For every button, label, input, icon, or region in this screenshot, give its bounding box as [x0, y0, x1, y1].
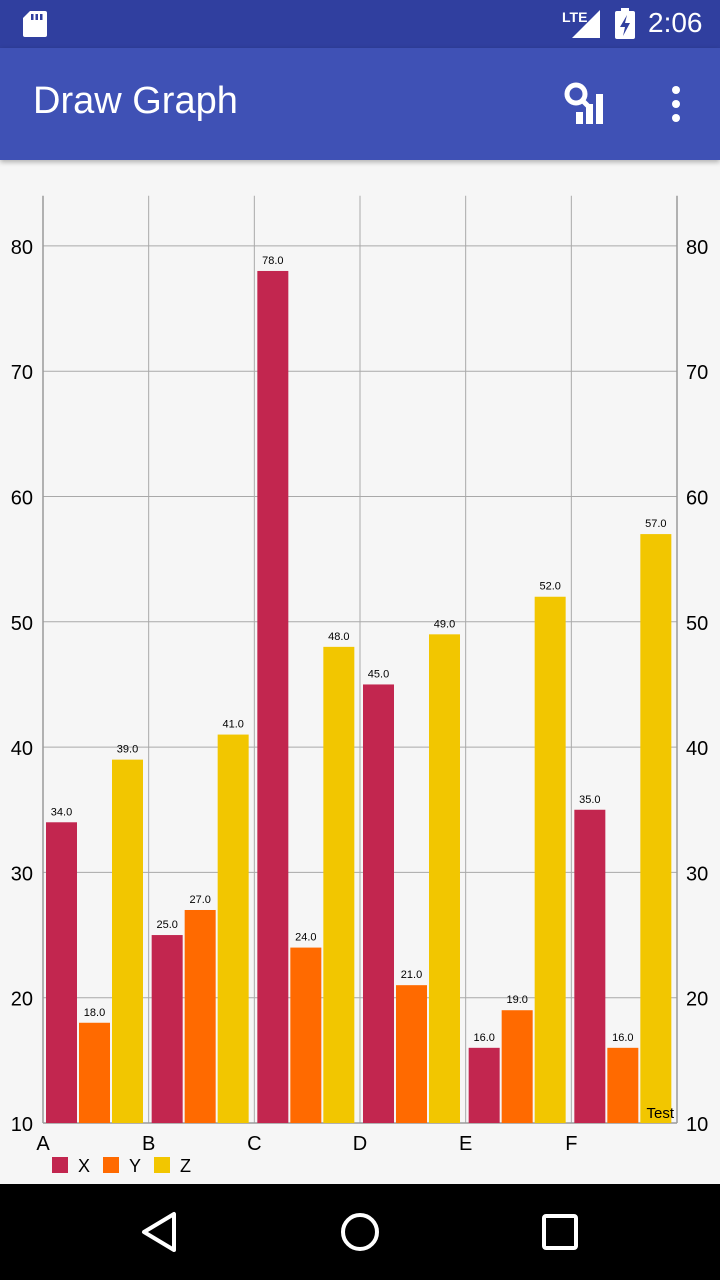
legend-label-y: Y: [129, 1156, 141, 1176]
x-tick-label: C: [247, 1133, 261, 1155]
y-tick-label-left: 70: [11, 362, 33, 384]
bar-value-label: 19.0: [506, 994, 527, 1006]
home-icon[interactable]: [336, 1208, 384, 1256]
chart-icon[interactable]: [562, 82, 608, 126]
y-tick-label-left: 50: [11, 613, 33, 635]
y-tick-label-right: 50: [686, 613, 708, 635]
x-tick-label: B: [142, 1133, 155, 1155]
chart-area: 10 10 20 20 30 30 40 40 50 50 60 60 70 70 80 80 34.0 18.0…: [0, 160, 720, 1184]
bar-value-label: 21.0: [401, 969, 422, 981]
y-tick-label-right: 80: [686, 237, 708, 259]
bar-value-label: 18.0: [84, 1007, 105, 1019]
y-tick-label-left: 10: [11, 1114, 33, 1136]
bar-value-label: 34.0: [51, 806, 72, 818]
battery-charging-icon: [615, 8, 635, 39]
x-tick-label: E: [459, 1133, 472, 1155]
bar-y-c: [290, 947, 322, 1123]
y-tick-label-left: 30: [11, 863, 33, 885]
y-tick-label-left: 80: [11, 237, 33, 259]
bar-value-label: 45.0: [368, 668, 389, 680]
overflow-menu-icon[interactable]: [664, 84, 688, 124]
legend-label-z: Z: [180, 1156, 191, 1176]
bar-chart: 10 10 20 20 30 30 40 40 50 50 60 60 70 70 80 80 34.0 18.0…: [11, 195, 708, 1176]
bar-value-label: 27.0: [189, 894, 210, 906]
page-title: Draw Graph: [33, 80, 238, 122]
bar-value-label: 35.0: [579, 794, 600, 806]
x-tick-label: F: [565, 1133, 577, 1155]
bar-x-d: [363, 684, 394, 1123]
bar-x-b: [151, 935, 183, 1123]
bar-z-c: [323, 646, 355, 1123]
bar-value-label: 39.0: [117, 744, 138, 756]
lte-signal-icon: LTE: [562, 9, 600, 38]
bar-y-a: [79, 1022, 110, 1123]
y-tick-label-left: 20: [11, 989, 33, 1011]
app-bar: Draw Graph: [0, 48, 720, 160]
legend-swatch-y: [103, 1157, 119, 1173]
navigation-bar: [0, 1184, 720, 1280]
bar-z-f: [640, 534, 672, 1123]
bar-x-f: [574, 809, 606, 1123]
y-tick-label-left: 40: [11, 738, 33, 760]
bar-z-a: [112, 759, 143, 1123]
back-icon[interactable]: [136, 1208, 184, 1256]
y-tick-label-right: 10: [686, 1114, 708, 1136]
bar-z-e: [534, 596, 566, 1123]
y-tick-label-left: 60: [11, 488, 33, 510]
y-tick-label-right: 30: [686, 863, 708, 885]
bar-value-label: 41.0: [222, 719, 243, 731]
bar-x-a: [46, 822, 77, 1123]
bar-z-b: [217, 734, 249, 1123]
sd-card-icon: [23, 11, 47, 37]
bar-value-label: 16.0: [612, 1032, 633, 1044]
y-tick-label-right: 20: [686, 989, 708, 1011]
bar-value-label: 25.0: [156, 919, 177, 931]
bar-value-label: 16.0: [473, 1032, 494, 1044]
bar-z-d: [429, 634, 460, 1123]
bar-value-label: 49.0: [434, 618, 455, 630]
bar-value-label: 48.0: [328, 631, 349, 643]
recents-icon[interactable]: [536, 1208, 584, 1256]
x-tick-label: D: [353, 1133, 367, 1155]
bar-y-b: [184, 909, 216, 1123]
bar-y-f: [607, 1047, 639, 1123]
bar-value-label: 52.0: [539, 581, 560, 593]
bar-y-e: [501, 1010, 533, 1123]
chart-description: Test: [646, 1105, 674, 1122]
status-bar: LTE 2:06: [0, 0, 720, 48]
bar-x-c: [257, 270, 289, 1124]
clock: 2:06: [648, 7, 703, 38]
legend-swatch-z: [154, 1157, 170, 1173]
y-tick-label-right: 60: [686, 488, 708, 510]
y-tick-label-right: 70: [686, 362, 708, 384]
legend-swatch-x: [52, 1157, 68, 1173]
x-tick-label: A: [36, 1133, 50, 1155]
bar-value-label: 78.0: [262, 255, 283, 267]
y-tick-label-right: 40: [686, 738, 708, 760]
bar-y-d: [396, 985, 427, 1123]
bar-value-label: 57.0: [645, 518, 666, 530]
bar-value-label: 24.0: [295, 932, 316, 944]
legend-label-x: X: [78, 1156, 90, 1176]
bar-x-e: [468, 1047, 500, 1123]
network-type-label: LTE: [562, 9, 587, 25]
